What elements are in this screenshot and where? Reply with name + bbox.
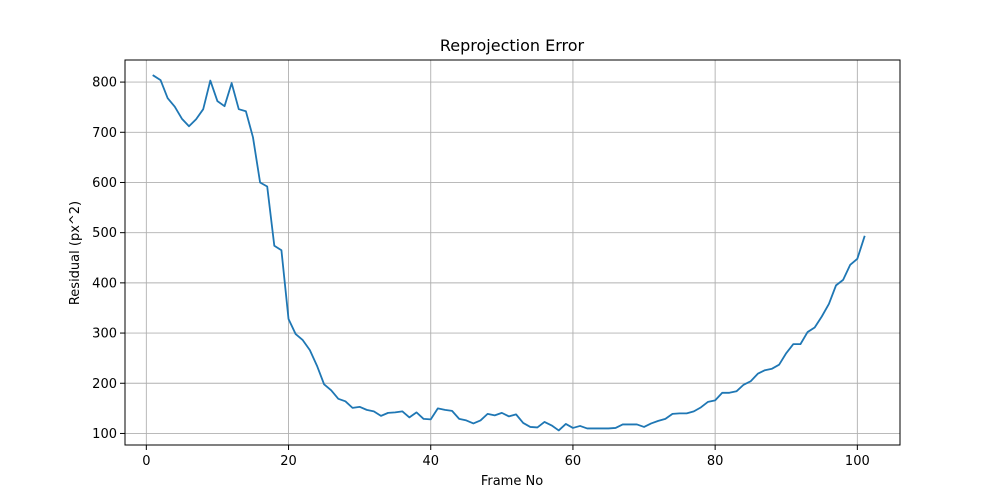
y-axis-label: Residual (px^2)	[68, 201, 83, 305]
series-layer	[152, 74, 866, 432]
x-tick-label: 100	[845, 454, 870, 469]
x-tick-label: 40	[422, 454, 439, 469]
x-tick-label: 80	[707, 454, 724, 469]
x-tick-label: 0	[142, 454, 150, 469]
y-tick-label: 300	[92, 327, 117, 342]
x-axis: 0 20 40 60 80 100	[142, 445, 870, 469]
y-tick-label: 400	[92, 276, 117, 291]
x-tick-label: 20	[280, 454, 297, 469]
y-tick-label: 200	[92, 377, 117, 392]
grid-lines	[125, 60, 900, 445]
plot-frame	[124, 59, 901, 446]
y-tick-label: 700	[92, 126, 117, 141]
series-line	[152, 74, 866, 432]
y-tick-label: 600	[92, 176, 117, 191]
y-tick-label: 800	[92, 76, 117, 91]
x-axis-label: Frame No	[481, 474, 543, 489]
chart-title: Reprojection Error	[440, 36, 585, 55]
x-tick-label: 60	[565, 454, 582, 469]
y-tick-label: 500	[92, 226, 117, 241]
y-tick-label: 100	[92, 427, 117, 442]
y-axis: 100 200 300 400 500 600 700 800	[92, 76, 125, 442]
